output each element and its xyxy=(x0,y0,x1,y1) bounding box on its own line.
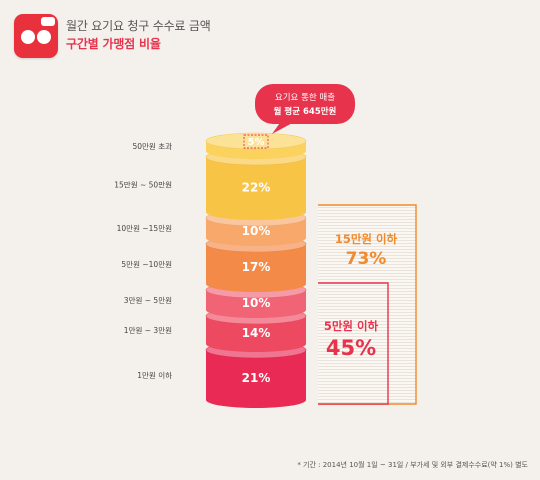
callout-bubble: 요기요 통한 매출월 평균 645만원 xyxy=(255,84,355,134)
logo-left-eye xyxy=(21,30,35,44)
category-label: 1만원 ~ 3만원 xyxy=(124,326,172,335)
category-label: 1만원 이하 xyxy=(137,370,172,380)
bracket-fill xyxy=(318,283,388,404)
callout-pointer xyxy=(272,120,296,134)
cylinder-segment: 5% 50만원 초과 xyxy=(132,132,307,159)
cylinder-body xyxy=(206,316,306,352)
cylinder-segment: 22% 15만원 ~ 50만원 xyxy=(114,148,307,220)
data-label: 5% xyxy=(248,137,265,148)
cylinder-body xyxy=(206,350,306,408)
yogiyo-logo-icon xyxy=(14,14,58,58)
logo-badge xyxy=(41,17,55,26)
page-subtitle: 구간별 가맹점 비율 xyxy=(66,37,161,51)
cylinder-top xyxy=(206,133,306,149)
cylinder-body xyxy=(206,157,306,220)
footnote: * 기간 : 2014년 10월 1일 ~ 31일 / 부가세 및 외부 결제수… xyxy=(297,461,528,469)
callout-line1: 요기요 통한 매출 xyxy=(275,92,335,103)
data-label: 10% xyxy=(242,296,271,310)
data-label: 21% xyxy=(242,371,271,385)
page-title: 월간 요기요 청구 수수료 금액 xyxy=(66,19,211,33)
logo-right-eye xyxy=(37,30,51,44)
data-label: 14% xyxy=(242,326,271,340)
callout-line2: 월 평균 645만원 xyxy=(274,106,337,117)
highlight-box xyxy=(243,134,269,149)
callout-background xyxy=(255,84,355,124)
category-label: 3만원 ~ 5만원 xyxy=(124,296,172,305)
data-label: 10% xyxy=(242,224,271,238)
cylinder-body xyxy=(206,244,306,292)
category-label: 50만원 초과 xyxy=(132,142,172,151)
bracket-outline xyxy=(318,282,389,405)
category-label: 10만원 ~15만원 xyxy=(117,224,172,233)
category-label: 5만원 ~10만원 xyxy=(121,260,172,269)
cylinder-segment: 21% 1만원 이하 xyxy=(137,341,307,408)
bracket-value: 45% xyxy=(326,336,376,360)
bracket-value: 73% xyxy=(346,249,387,269)
bracket-label: 15만원 이하 xyxy=(335,232,398,246)
bracket-5man-or-less xyxy=(318,282,389,405)
bracket-label: 5만원 이하 xyxy=(324,319,379,333)
data-label: 22% xyxy=(242,181,271,195)
category-label: 15만원 ~ 50만원 xyxy=(114,181,172,190)
data-label: 17% xyxy=(242,260,271,274)
